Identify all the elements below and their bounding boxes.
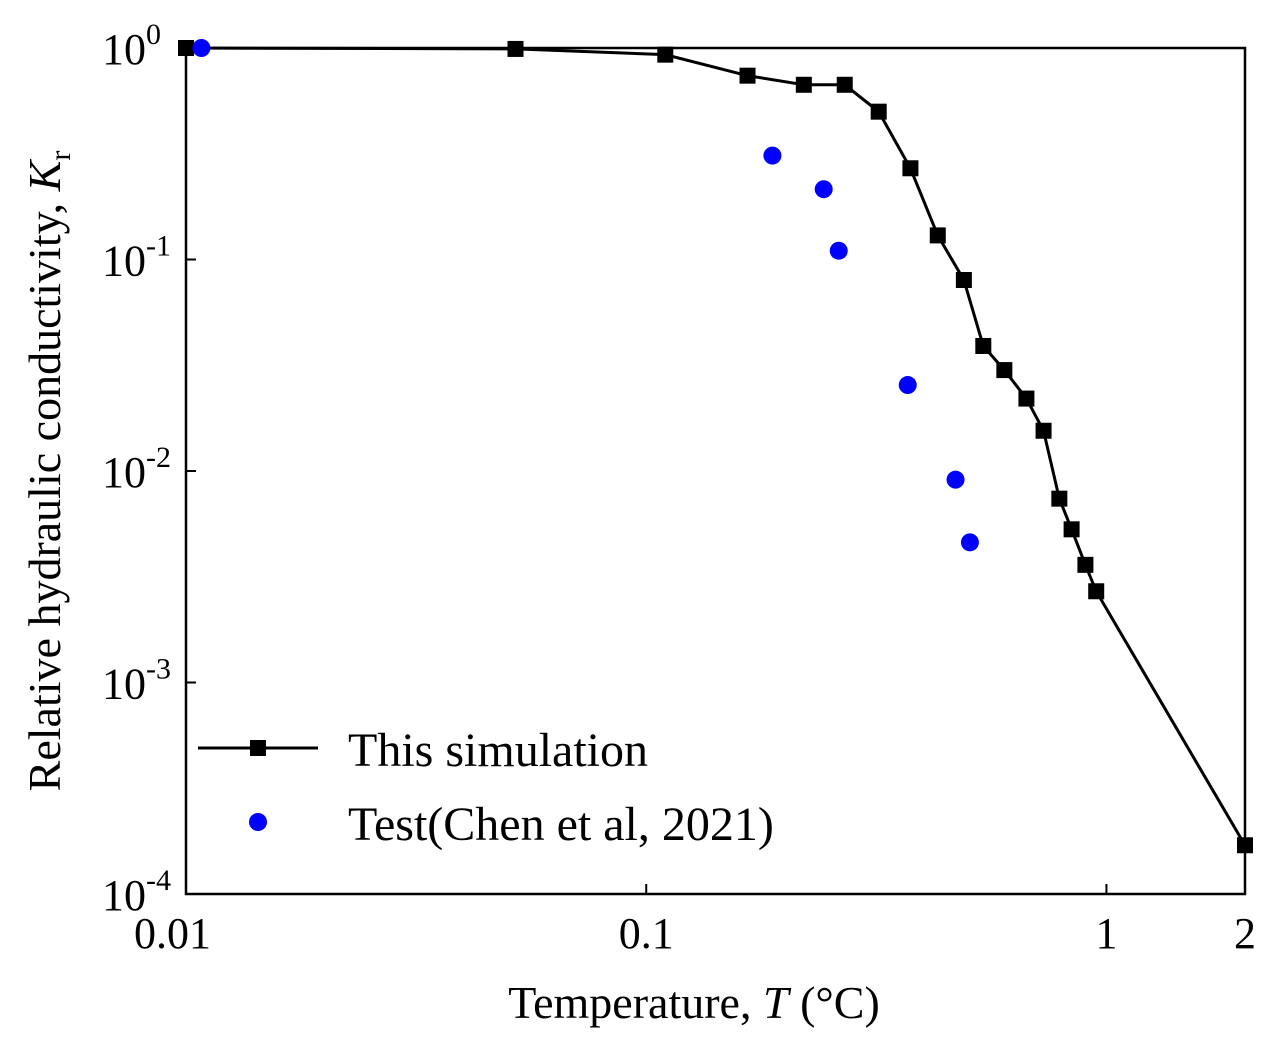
- legend-marker-test: [249, 813, 267, 831]
- x-axis: 0.01 0.1 1 2: [134, 884, 1256, 958]
- simulation-point: [1077, 556, 1094, 573]
- x-axis-title: Temperature, T (°C): [508, 977, 880, 1028]
- y-tick-label: 10: [102, 237, 146, 286]
- series-layer: [178, 39, 1253, 854]
- x-tick-label: 0.1: [619, 909, 674, 958]
- y-axis-title: Relative hydraulic conductivity, Kr: [19, 151, 77, 792]
- y-tick-label: 10: [102, 871, 146, 920]
- x-axis-title-symbol: T: [763, 977, 792, 1028]
- x-axis-title-prefix: Temperature,: [508, 977, 763, 1028]
- y-tick-label: 10: [102, 448, 146, 497]
- test-point: [946, 470, 965, 489]
- plot-frame: [184, 46, 1247, 896]
- simulation-point: [870, 103, 887, 120]
- legend-marker-simulation: [250, 740, 266, 756]
- simulation-point: [836, 76, 853, 93]
- y-tick-label: 10: [102, 25, 146, 74]
- simulation-point: [1063, 521, 1080, 538]
- test-point: [829, 241, 848, 260]
- test-point: [960, 533, 979, 552]
- y-axis-title-symbol: K: [19, 158, 70, 192]
- y-axis-title-subscript: r: [44, 151, 77, 161]
- simulation-point: [795, 76, 812, 93]
- simulation-point: [1237, 837, 1253, 854]
- simulation-point: [902, 160, 919, 177]
- simulation-point: [929, 227, 946, 244]
- test-point: [192, 39, 211, 57]
- legend-label-simulation: This simulation: [348, 724, 648, 777]
- simulation-point: [1051, 490, 1068, 507]
- y-tick-exponent: -3: [146, 653, 171, 686]
- simulation-line: [185, 46, 1247, 847]
- y-axis-title-prefix: Relative hydraulic conductivity,: [19, 191, 70, 791]
- test-point: [814, 180, 833, 199]
- y-tick-exponent: 0: [146, 18, 161, 51]
- simulation-point: [178, 40, 194, 56]
- simulation-point: [996, 362, 1013, 379]
- simulation-point: [955, 271, 972, 288]
- legend: This simulation Test(Chen et al, 2021): [198, 724, 774, 851]
- x-tick-label: 1: [1095, 909, 1117, 958]
- simulation-point: [1088, 583, 1105, 600]
- y-tick-exponent: -2: [146, 441, 171, 474]
- y-tick-label: 10: [102, 660, 146, 709]
- simulation-point: [1035, 422, 1052, 439]
- test-point: [898, 376, 917, 395]
- y-tick-exponent: -4: [146, 864, 171, 897]
- simulation-point: [975, 337, 992, 354]
- simulation-point: [739, 67, 756, 84]
- y-tick-exponent: -1: [146, 230, 171, 263]
- x-tick-label: 2: [1234, 909, 1256, 958]
- simulation-point: [657, 46, 674, 63]
- legend-label-test: Test(Chen et al, 2021): [348, 798, 774, 851]
- test-point: [763, 146, 782, 165]
- simulation-point: [1018, 390, 1035, 407]
- x-tick-label: 0.01: [134, 909, 211, 958]
- x-axis-title-unit: (°C): [789, 977, 880, 1028]
- simulation-point: [507, 40, 524, 57]
